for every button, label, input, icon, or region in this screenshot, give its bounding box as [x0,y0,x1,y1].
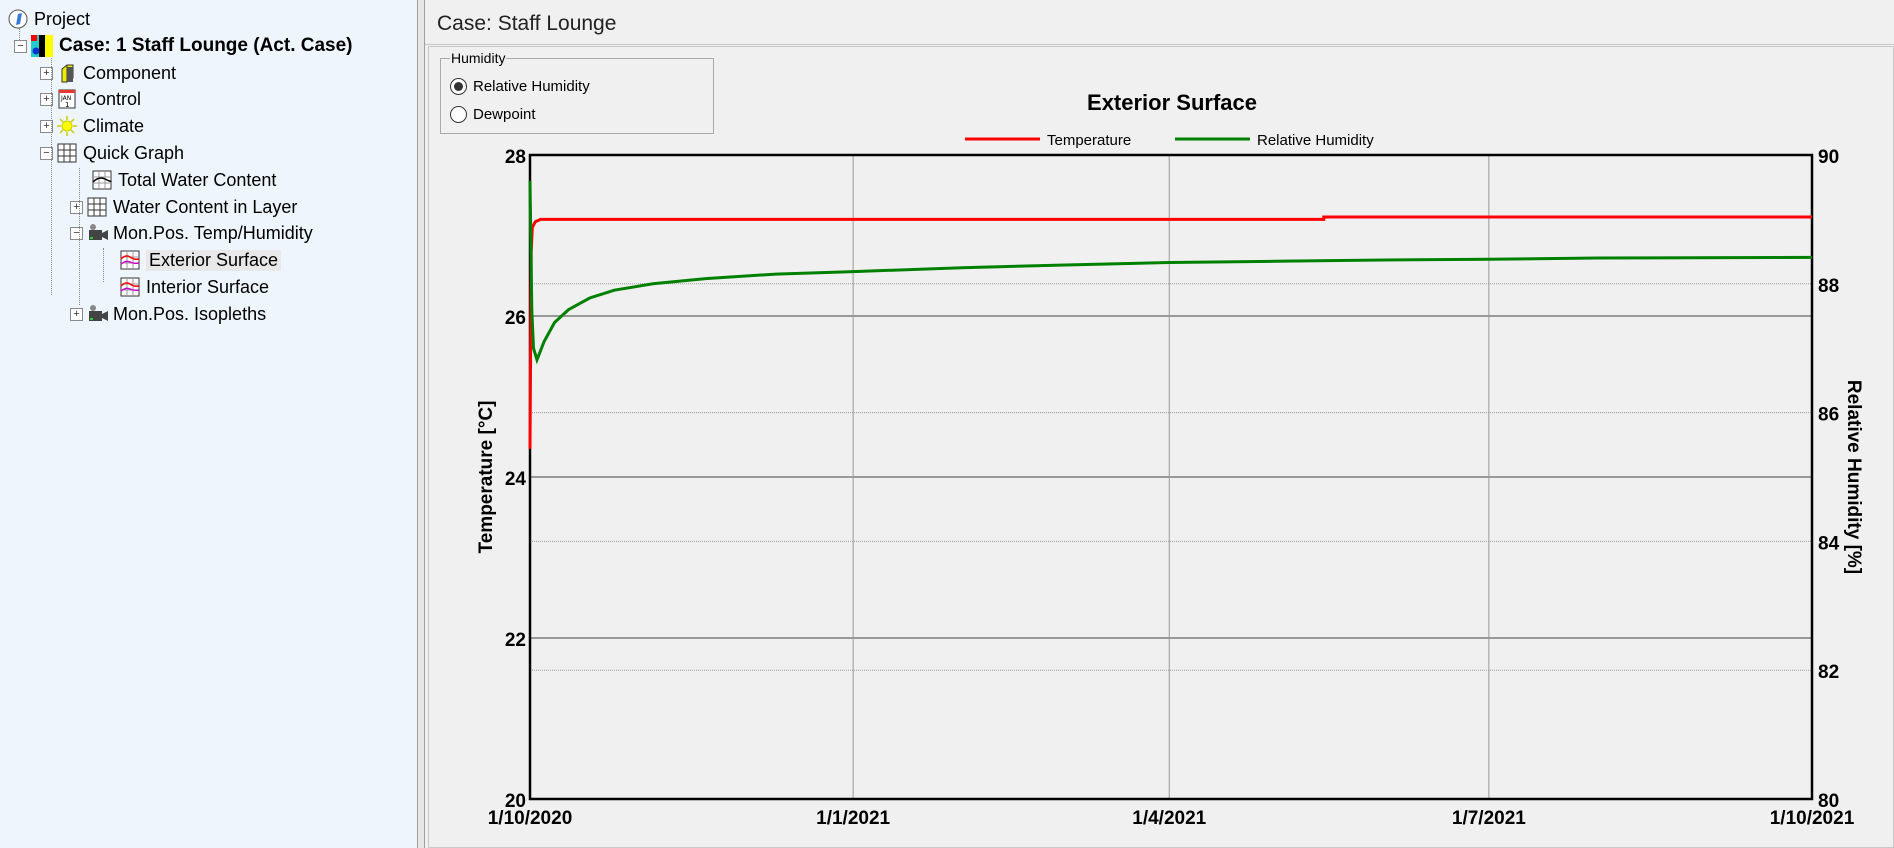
expand-icon[interactable]: + [40,92,53,106]
expand-icon[interactable]: + [70,307,83,321]
tree-item-label: Case: 1 Staff Lounge (Act. Case) [59,35,353,56]
component-icon [57,63,77,83]
expand-icon[interactable]: + [40,119,53,133]
svg-text:1: 1 [65,101,69,109]
tree-item-case-1-staff-lounge-act-case[interactable]: − Case: 1 Staff Lounge (Act. Case) [14,33,353,59]
radio-label: Relative Humidity [473,78,590,95]
collapse-icon[interactable]: − [14,39,27,53]
tree-item-label: Interior Surface [146,276,270,297]
tree-item-label: Project [34,8,91,29]
grid-icon [87,197,107,217]
tree-item-label: Climate [83,115,145,136]
relative-humidity-radio[interactable]: Relative Humidity [450,78,590,95]
tree-item-label: Total Water Content [118,169,277,190]
radio-label: Dewpoint [473,106,536,123]
graph-icon [120,250,140,270]
case-icon [31,35,53,57]
tree-item-label: Exterior Surface [146,249,282,271]
camera-icon [87,304,108,324]
tree-item-label: Water Content in Layer [113,196,298,217]
tree-item-label: Mon.Pos. Isopleths [113,303,267,324]
tree-connector [19,28,20,40]
graph-icon [120,277,140,297]
line-graph-icon [92,170,112,190]
tree-item-project[interactable]: Project [8,6,90,32]
tree-item-label: Control [83,88,142,109]
dewpoint-radio[interactable]: Dewpoint [450,106,536,123]
tree-item-mon-pos-isopleths[interactable]: + Mon.Pos. Isopleths [70,301,266,327]
humidity-group-label: Humidity [450,50,507,66]
tree-item-control[interactable]: + JAN 1 Control [40,86,141,112]
header-divider [425,44,1894,45]
camera-icon [87,223,108,243]
collapse-icon[interactable]: − [40,146,53,160]
project-icon [8,9,28,29]
svg-text:JAN: JAN [60,95,71,102]
tree-item-climate[interactable]: + Climate [40,113,144,139]
expand-icon[interactable]: + [40,66,53,80]
tree-item-label: Component [83,62,177,83]
expand-icon[interactable]: + [70,200,83,214]
collapse-icon[interactable]: − [70,226,83,240]
radio-unchecked-icon[interactable] [450,106,467,123]
case-title: Case: Staff Lounge [437,12,617,35]
tree-connector [79,168,80,305]
tree-connector [103,248,104,282]
tree-item-total-water-content[interactable]: Total Water Content [92,167,276,193]
tree-item-mon-pos-temp-humidity[interactable]: − Mon.Pos. Temp/Humidity [70,220,313,246]
tree-item-interior-surface[interactable]: Interior Surface [120,274,269,300]
humidity-group [440,58,714,134]
calendar-icon: JAN 1 [57,89,77,109]
panel-splitter[interactable] [418,0,425,848]
tree-item-label: Mon.Pos. Temp/Humidity [113,222,313,243]
project-tree[interactable]: Project − Case: 1 Staff Lounge (Act. Case)… [0,0,418,848]
radio-checked-icon[interactable] [450,78,467,95]
tree-connector [51,58,52,295]
tree-item-component[interactable]: + Component [40,60,176,86]
sun-icon [57,116,77,136]
tree-item-exterior-surface[interactable]: Exterior Surface [120,247,282,273]
tree-item-label: Quick Graph [83,142,185,163]
tree-item-water-content-in-layer[interactable]: + Water Content in Layer [70,194,297,220]
grid-icon [57,143,77,163]
chart-frame [428,46,1894,848]
tree-item-quick-graph[interactable]: − Quick Graph [40,140,184,166]
